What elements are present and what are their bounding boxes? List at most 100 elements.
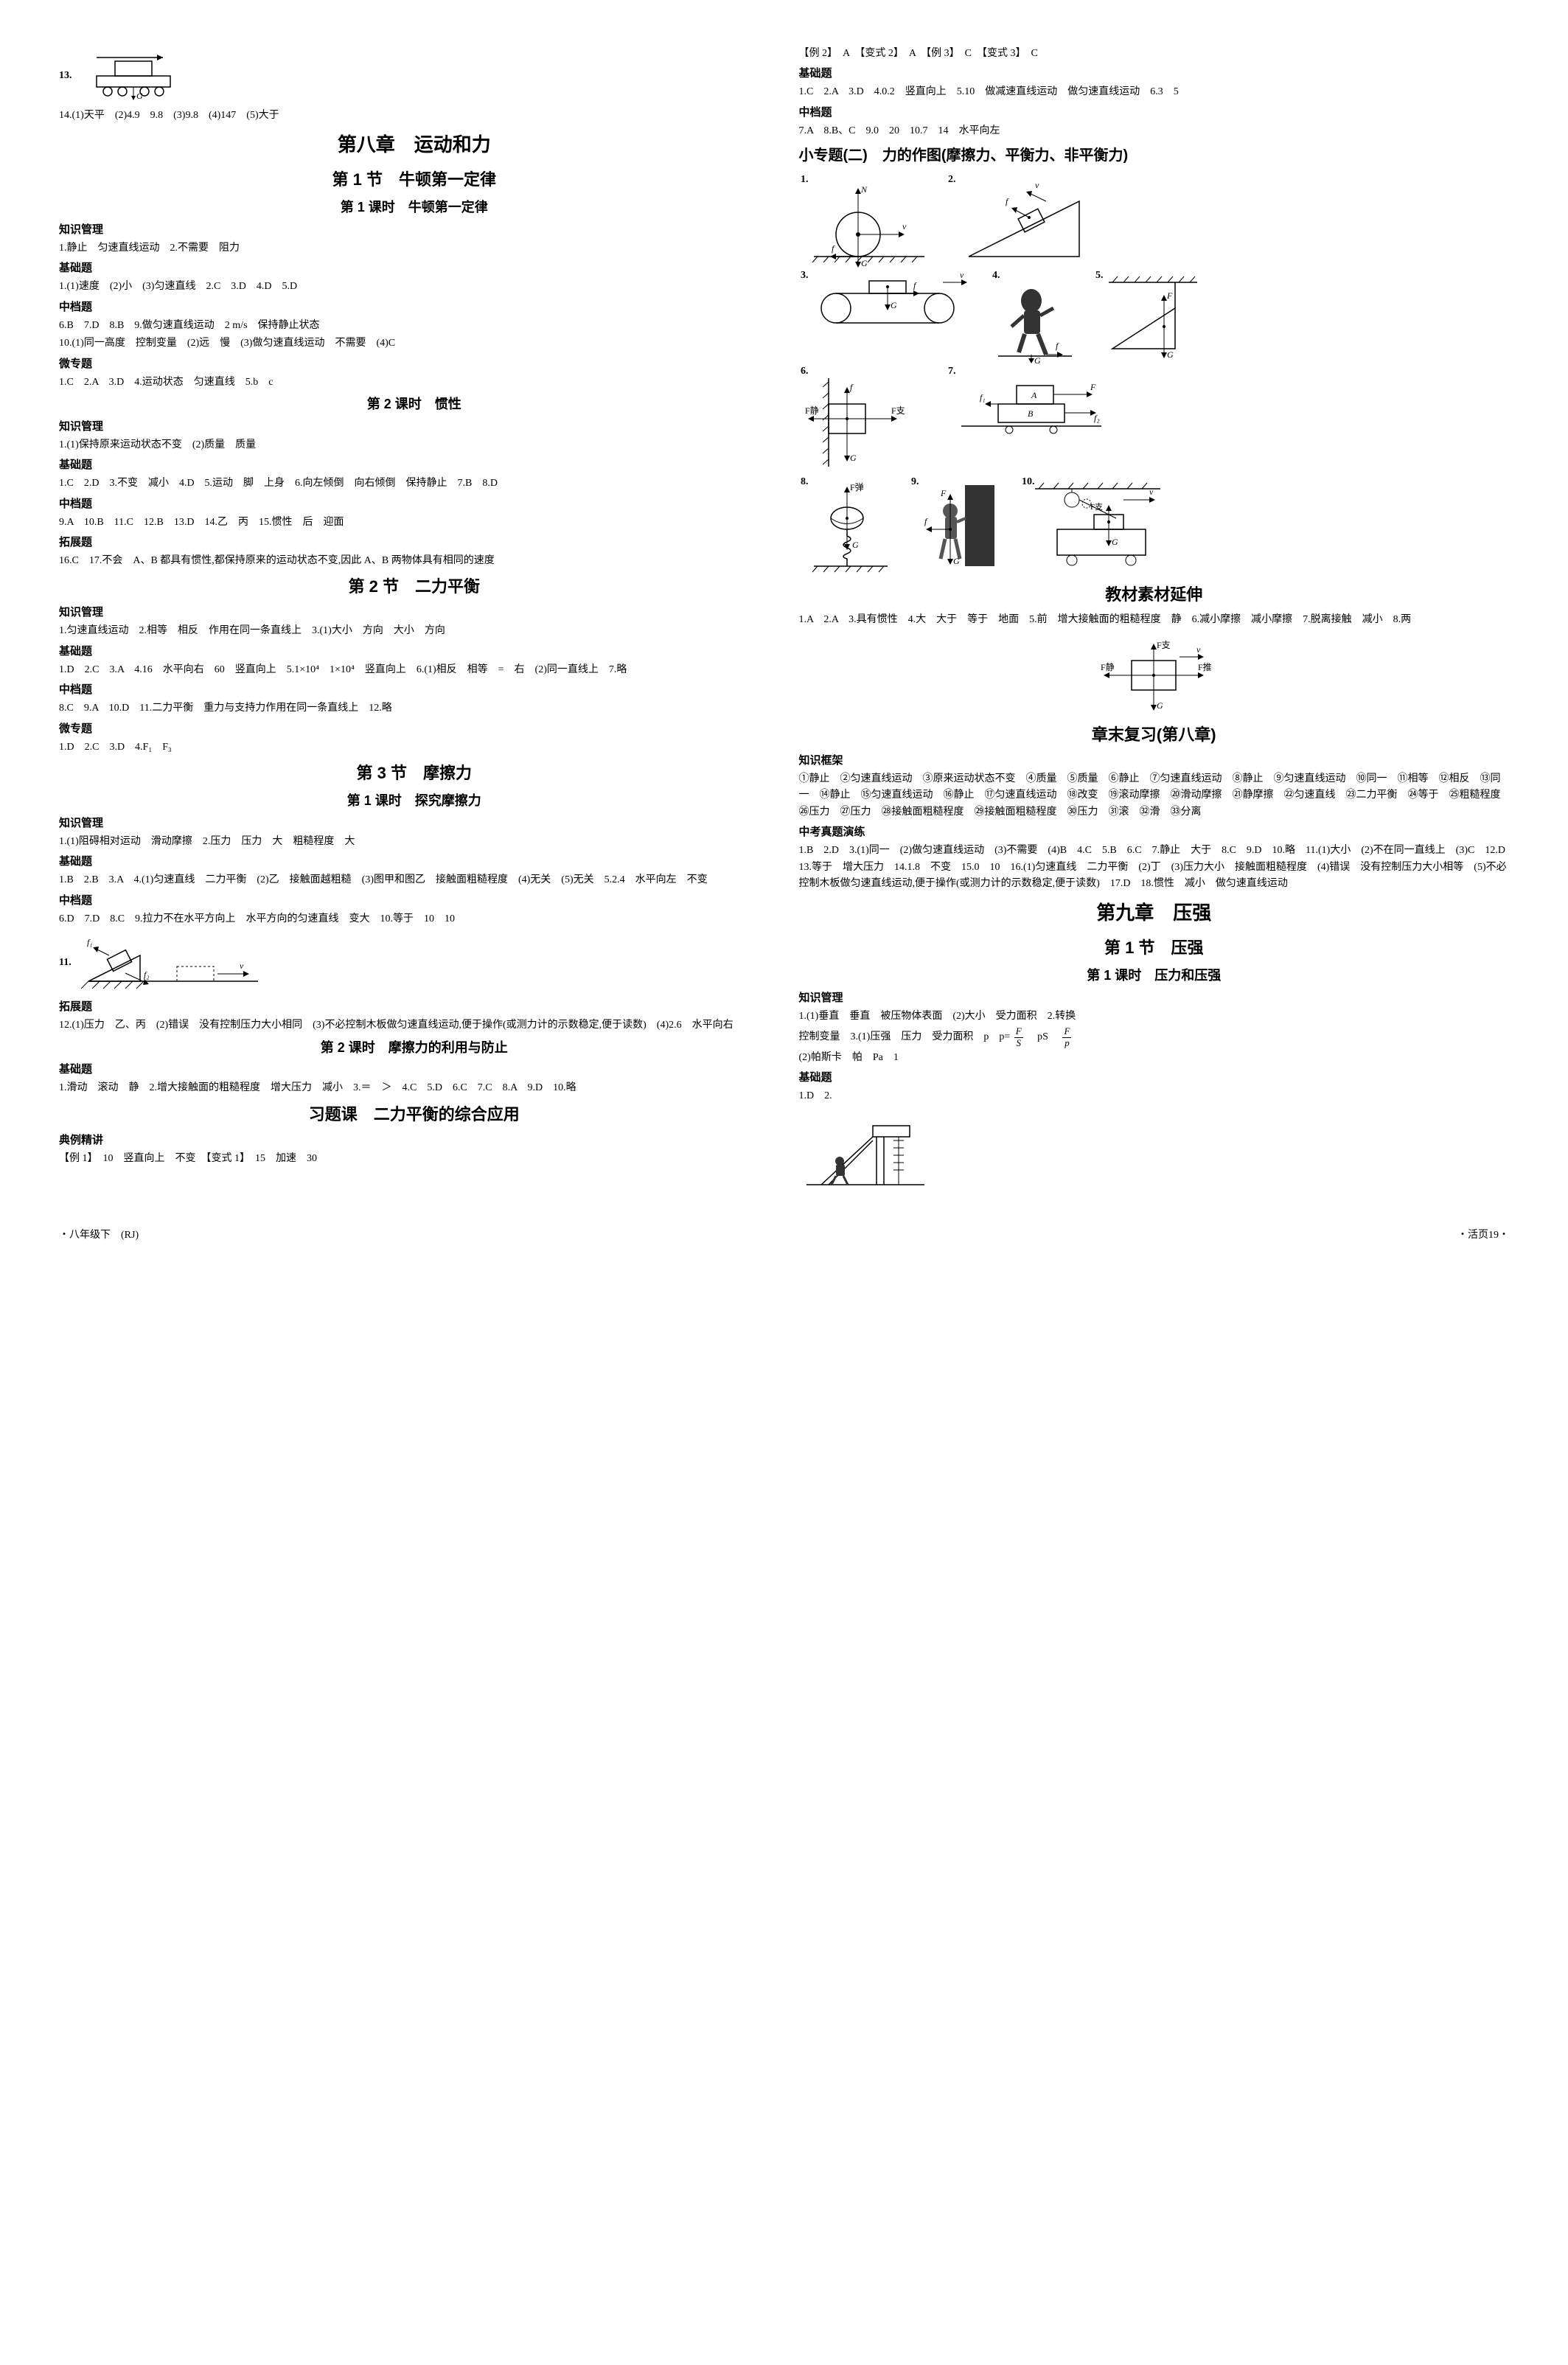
frame-content: ①静止 ②匀速直线运动 ③原来运动状态不变 ④质量 ⑤质量 ⑥静止 ⑦匀速直线运…	[799, 771, 1510, 821]
s9-km-3: (2)帕斯卡 帕 Pa 1	[799, 1050, 1510, 1066]
example-heading: 典例精讲	[59, 1132, 770, 1149]
svg-text:6.: 6.	[801, 366, 809, 377]
basic-heading-5: 基础题	[59, 1061, 770, 1079]
left-column: 13. G 14.(1)天平 (2)4.9 9.8 (3)9.8 (4)147 …	[59, 44, 770, 1198]
mid-heading-3: 中档题	[59, 681, 770, 699]
mid-heading-4: 中档题	[59, 892, 770, 910]
svg-text:f₂: f₂	[1094, 413, 1100, 423]
sp-fig-5: 5. F G	[1094, 268, 1205, 363]
mid-heading-r1: 中档题	[799, 104, 1510, 122]
lesson-3-2-title: 第 2 课时 摩擦力的利用与防止	[59, 1037, 770, 1059]
q14-answer: 14.(1)天平 (2)4.9 9.8 (3)9.8 (4)147 (5)大于	[59, 108, 770, 124]
svg-text:1.: 1.	[801, 174, 809, 185]
svg-text:G: G	[136, 91, 143, 101]
ext-title: 教材素材延伸	[799, 582, 1510, 607]
s2-mid: 8.C 9.A 10.D 11.二力平衡 重力与支持力作用在同一条直线上 12.…	[59, 700, 770, 717]
s9-km-2: 控制变量 3.(1)压强 压力 受力面积 p p= FS pS Fp	[799, 1026, 1510, 1048]
s1l2-expand: 16.C 17.不会 A、B 都具有惯性,都保持原来的运动状态不变,因此 A、B…	[59, 553, 770, 569]
special-figures-row-2: 3. G f v	[799, 268, 1510, 363]
ext-figure: F支 F推 F静 G v	[799, 635, 1510, 716]
s1l2-basic: 1.C 2.D 3.不变 减小 4.D 5.运动 脚 上身 6.向左倾倒 向右倾…	[59, 476, 770, 492]
svg-text:f: f	[832, 243, 835, 254]
km-heading-1: 知识管理	[59, 221, 770, 239]
section-2-title: 第 2 节 二力平衡	[59, 574, 770, 599]
s1l2-mid: 9.A 10.B 11.C 12.B 13.D 14.乙 丙 15.惯性 后 迎…	[59, 515, 770, 531]
svg-text:F支: F支	[1090, 502, 1103, 512]
svg-text:G: G	[1112, 537, 1118, 547]
svg-text:v: v	[240, 961, 244, 971]
q13-label: 13.	[59, 70, 72, 81]
exam-content: 1.B 2.D 3.(1)同一 (2)做匀速直线运动 (3)不需要 (4)B 4…	[799, 843, 1510, 892]
mid-heading-2: 中档题	[59, 495, 770, 513]
svg-text:F静: F静	[805, 405, 819, 416]
s9-km-2b: pS	[1027, 1031, 1059, 1042]
s1l1-mid2: 10.(1)同一高度 控制变量 (2)远 慢 (3)做匀速直线运动 不需要 (4…	[59, 335, 770, 352]
svg-text:F推: F推	[1198, 662, 1212, 672]
km-heading-2: 知识管理	[59, 418, 770, 436]
svg-text:v: v	[1196, 644, 1201, 655]
sp-fig-9: 9. F G f	[910, 474, 1006, 577]
r-mid: 7.A 8.B、C 9.0 20 10.7 14 水平向左	[799, 123, 1510, 139]
fraction-fs: FS	[1014, 1026, 1023, 1048]
s1l2-km: 1.(1)保持原来运动状态不变 (2)质量 质量	[59, 437, 770, 453]
s3l1-km: 1.(1)阻碍相对运动 滑动摩擦 2.压力 压力 大 粗糙程度 大	[59, 834, 770, 850]
ext-1: 1.A 2.A 3.具有惯性 4.大 大于 等于 地面 5.前 增大接触面的粗糙…	[799, 612, 1510, 628]
svg-text:F弹: F弹	[850, 482, 864, 492]
page-container: 13. G 14.(1)天平 (2)4.9 9.8 (3)9.8 (4)147 …	[59, 44, 1509, 1198]
svg-text:f: f	[1056, 341, 1059, 351]
svg-text:F支: F支	[1157, 640, 1171, 650]
basic-heading-r1: 基础题	[799, 65, 1510, 83]
basic-heading-2: 基础题	[59, 456, 770, 474]
special-figures-row-4: 8. F弹 G 9.	[799, 474, 1510, 577]
section-9-1-title: 第 1 节 压强	[799, 935, 1510, 961]
svg-text:10.: 10.	[1022, 476, 1035, 487]
special-topic-title: 小专题(二) 力的作图(摩擦力、平衡力、非平衡力)	[799, 144, 1510, 167]
exam-heading: 中考真题演练	[799, 823, 1510, 841]
sp-fig-8: 8. F弹 G	[799, 474, 895, 577]
lesson-9-1-title: 第 1 课时 压力和压强	[799, 965, 1510, 986]
sp-fig-4: 4. G f	[991, 268, 1079, 363]
frame-heading: 知识框架	[799, 752, 1510, 770]
expand-heading-1: 拓展题	[59, 534, 770, 551]
figure-slide	[799, 1111, 1510, 1192]
s3l1-basic: 1.B 2.B 3.A 4.(1)匀速直线 二力平衡 (2)乙 接触面越粗糙 (…	[59, 872, 770, 888]
lesson-3-1-title: 第 1 课时 探究摩擦力	[59, 790, 770, 812]
sp-fig-1: 1. N v G f	[799, 172, 932, 268]
review-title: 章末复习(第八章)	[799, 722, 1510, 748]
svg-text:2.: 2.	[948, 174, 956, 185]
svg-text:G: G	[953, 556, 960, 566]
svg-text:f₁: f₁	[980, 392, 986, 403]
footer-left: ・八年级下 (RJ)	[59, 1227, 139, 1244]
footer-right: ・活页19・	[1457, 1227, 1509, 1244]
section-1-title: 第 1 节 牛顿第一定律	[59, 167, 770, 192]
svg-text:f: f	[913, 280, 917, 290]
practice-title: 习题课 二力平衡的综合应用	[59, 1101, 770, 1127]
sp-fig-2: 2. f v	[947, 172, 1094, 268]
km-heading-9: 知识管理	[799, 989, 1510, 1007]
r-basic: 1.C 2.A 3.D 4.0.2 竖直向上 5.10 做减速直线运动 做匀速直…	[799, 84, 1510, 100]
svg-text:3.: 3.	[801, 270, 809, 281]
s9-km-1: 1.(1)垂直 垂直 被压物体表面 (2)大小 受力面积 2.转换	[799, 1009, 1510, 1025]
s9-basic: 1.D 2.	[799, 1088, 1510, 1104]
s1l1-km: 1.静止 匀速直线运动 2.不需要 阻力	[59, 240, 770, 257]
s3l1-mid1: 6.D 7.D 8.C 9.拉力不在水平方向上 水平方向的匀速直线 变大 10.…	[59, 911, 770, 927]
chapter-9-title: 第九章 压强	[799, 898, 1510, 929]
section-3-title: 第 3 节 摩擦力	[59, 760, 770, 786]
svg-text:v: v	[902, 221, 907, 231]
s2-km: 1.匀速直线运动 2.相等 相反 作用在同一条直线上 3.(1)大小 方向 大小…	[59, 623, 770, 639]
svg-text:F支: F支	[891, 405, 905, 416]
svg-text:5.: 5.	[1095, 270, 1104, 281]
svg-text:G: G	[852, 540, 859, 550]
fraction-fp: Fp	[1062, 1026, 1071, 1048]
expand-heading-2: 拓展题	[59, 998, 770, 1016]
figure-q11: 11. f₁ f₂ v	[59, 933, 770, 992]
svg-text:G: G	[1167, 349, 1174, 360]
svg-text:f₂: f₂	[144, 969, 150, 980]
svg-text:G: G	[861, 258, 868, 268]
km-heading-3: 知识管理	[59, 604, 770, 621]
svg-text:F: F	[1090, 382, 1096, 392]
lesson-1-title: 第 1 课时 牛顿第一定律	[59, 197, 770, 218]
page-footer: ・八年级下 (RJ) ・活页19・	[59, 1227, 1509, 1244]
s1l1-basic: 1.(1)速度 (2)小 (3)匀速直线 2.C 3.D 4.D 5.D	[59, 279, 770, 295]
svg-text:F: F	[1166, 290, 1173, 301]
